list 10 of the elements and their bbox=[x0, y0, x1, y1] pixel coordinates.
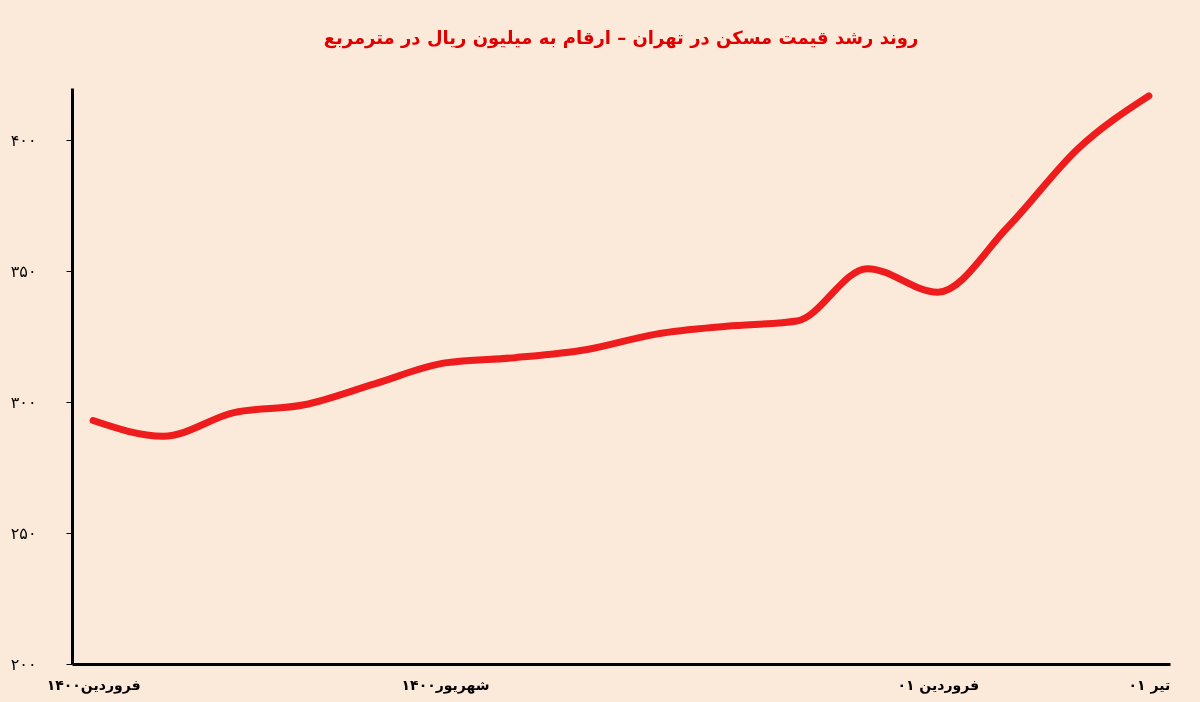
y-tick-label: ۴۰۰ bbox=[10, 130, 37, 150]
y-tick-label: ۳۵۰ bbox=[10, 261, 37, 281]
x-tick-label: فروردین۱۴۰۰ bbox=[46, 676, 141, 694]
y-tick-label: ۲۵۰ bbox=[10, 523, 37, 543]
chart-title: روند رشد قیمت مسکن در تهران – ارقام به میلیون ریال در مترمربع bbox=[323, 27, 919, 49]
x-tick-label: تیر ۰۱ bbox=[1128, 676, 1171, 694]
y-tick-label: ۲۰۰ bbox=[10, 654, 37, 674]
x-tick-label: شهریور۱۴۰۰ bbox=[401, 676, 490, 694]
y-tick-label: ۳۰۰ bbox=[10, 392, 37, 412]
x-tick-label: فروردین ۰۱ bbox=[897, 676, 980, 694]
